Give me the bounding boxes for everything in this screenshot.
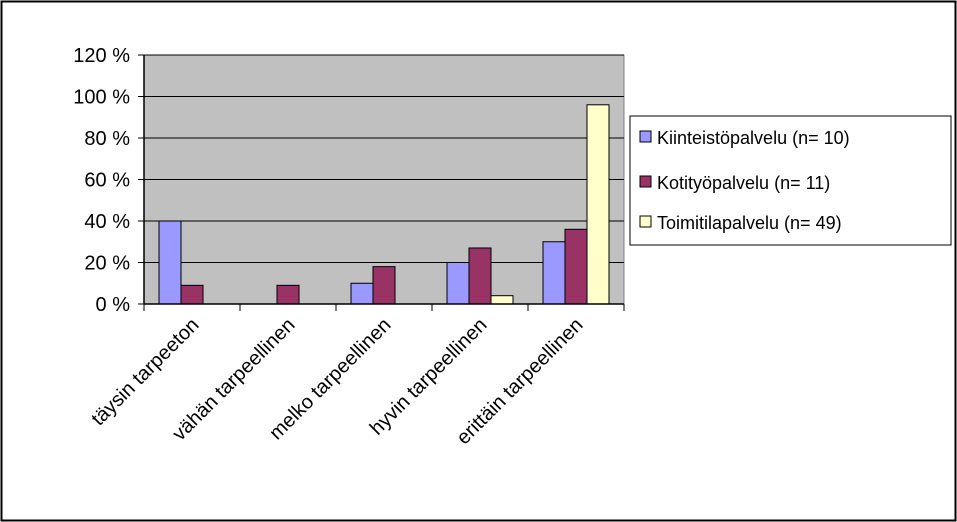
bars: [158, 104, 610, 305]
grid-lines: [144, 54, 624, 263]
bar: [564, 228, 588, 305]
y-tick-label: 120 %: [73, 45, 130, 67]
legend-box: [629, 115, 952, 246]
legend-swatch-toimitilapalvelu: [639, 215, 652, 228]
y-tick-label: 20 %: [84, 253, 130, 275]
bar: [158, 220, 182, 305]
y-tick-label: 60 %: [84, 170, 130, 192]
y-tick-labels: 0 % 20 % 40 % 60 % 80 % 100 % 120 %: [73, 45, 130, 316]
legend-label-toimitilapalvelu: Toimitilapalvelu (n= 49): [657, 213, 842, 233]
bar: [542, 241, 566, 305]
bar: [372, 266, 396, 305]
axes: [138, 54, 625, 311]
bar: [586, 104, 610, 305]
bar: [276, 284, 300, 305]
bar: [350, 282, 374, 305]
bar: [446, 262, 470, 305]
legend: Kiinteistöpalvelu (n= 10) Kotityöpalvelu…: [629, 115, 952, 246]
y-tick-label: 80 %: [84, 128, 130, 150]
bar: [490, 295, 514, 305]
y-tick-label: 100 %: [73, 87, 130, 109]
bar: [180, 284, 204, 305]
bar: [468, 247, 492, 305]
legend-swatch-kotityopalvelu: [639, 175, 652, 188]
legend-label-kotityopalvelu: Kotityöpalvelu (n= 11): [657, 173, 830, 193]
y-tick-label: 0 %: [96, 294, 131, 316]
legend-swatch-kiinteistopalvelu: [639, 130, 652, 143]
legend-label-kiinteistopalvelu: Kiinteistöpalvelu (n= 10): [657, 128, 850, 148]
y-tick-label: 40 %: [84, 211, 130, 233]
